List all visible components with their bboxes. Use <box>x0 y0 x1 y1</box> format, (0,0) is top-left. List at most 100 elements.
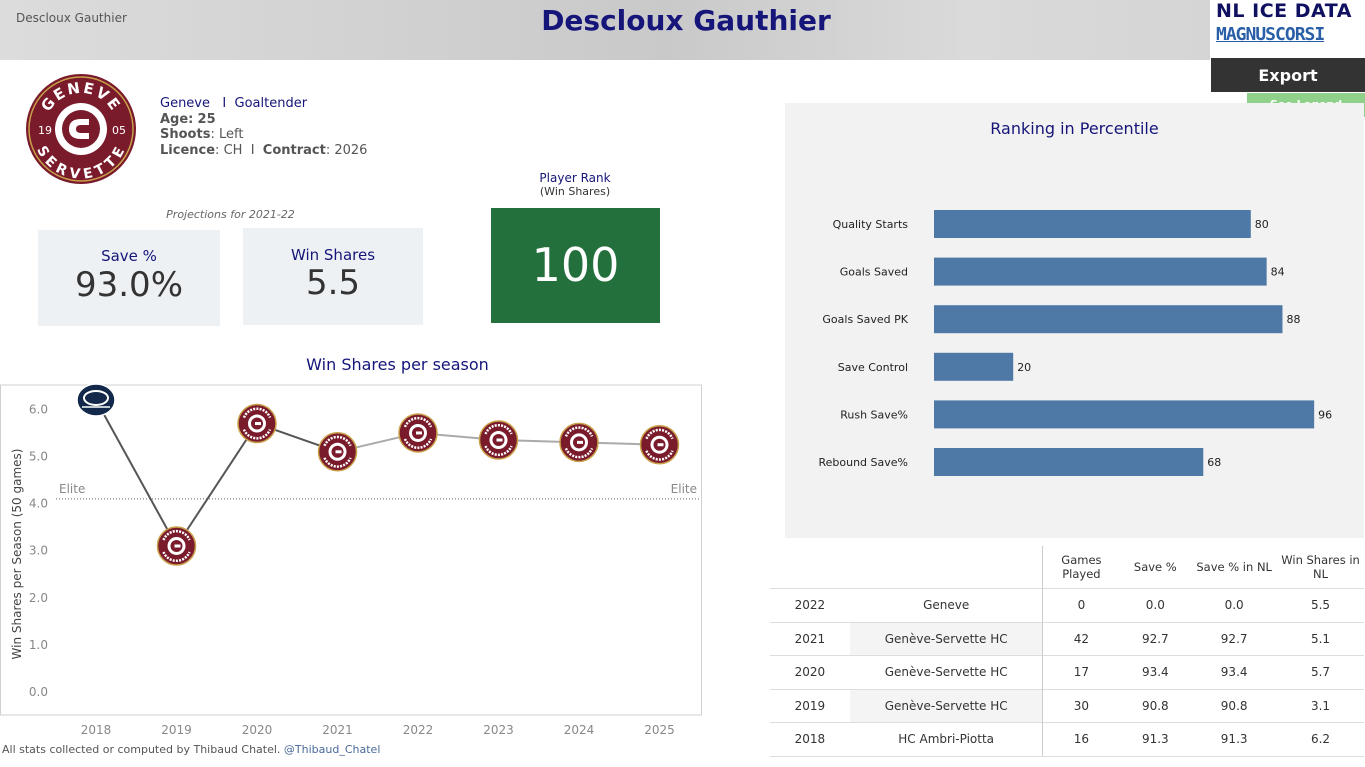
player-age: Age: 25 <box>160 111 216 127</box>
x-tick-label: 2019 <box>161 723 192 737</box>
percentile-bar[interactable] <box>934 305 1283 334</box>
export-button[interactable]: Export <box>1211 58 1365 92</box>
percentile-bar[interactable] <box>934 448 1204 476</box>
player-shoots: Shoots: Left <box>160 127 244 142</box>
player-info: Geneve I Goaltender Age: 25 Shoots: Left… <box>160 96 367 158</box>
y-tick-label: 2.0 <box>29 591 48 605</box>
table-row: 2019 Genève-Servette HC 30 90.8 90.8 3.1 <box>770 688 1364 723</box>
cell-season: 2021 <box>770 621 850 656</box>
bar-value-label: 88 <box>1286 313 1300 326</box>
x-tick-label: 2025 <box>644 723 675 737</box>
geneve-logo-point[interactable] <box>478 420 519 460</box>
cell-season: 2022 <box>770 588 850 622</box>
series-line-segment <box>95 399 178 547</box>
cell-games-played: 30 <box>1042 688 1120 723</box>
header-season <box>770 546 850 589</box>
cell-team: Genève-Servette HC <box>849 621 1043 656</box>
header-banner <box>0 0 1210 60</box>
category-label: Save Control <box>838 361 908 374</box>
win-shares-chart-title: Win Shares per season <box>306 355 489 374</box>
ranking-chart: Quality Starts 80 Goals Saved 84 Goals Saved… <box>818 210 1332 476</box>
elite-label-right: Elite <box>671 482 697 496</box>
bar-value-label: 96 <box>1318 408 1332 421</box>
header-team <box>850 546 1043 589</box>
table-row: 2018 HC Ambri-Piotta 16 91.3 91.3 6.2 <box>770 722 1364 757</box>
cell-win-shares-nl: 5.7 <box>1277 655 1364 689</box>
cell-team: Genève-Servette HC <box>849 688 1043 723</box>
player-rank-value: 100 <box>491 208 660 323</box>
win-shares-label: Win Shares <box>290 246 376 264</box>
geneve-logo-point[interactable] <box>156 526 197 566</box>
cell-games-played: 42 <box>1042 621 1120 656</box>
save-pct-card: Save % 93.0% <box>38 230 220 326</box>
percentile-bar[interactable] <box>934 210 1251 238</box>
win-shares-card: Win Shares 5.5 <box>243 228 423 325</box>
percentile-bar[interactable] <box>934 400 1315 429</box>
cell-win-shares-nl: 6.2 <box>1277 722 1364 757</box>
cell-save-pct: 90.8 <box>1119 688 1192 723</box>
y-tick-label: 4.0 <box>29 497 48 511</box>
player-rank-subtitle: (Win Shares) <box>539 185 611 198</box>
category-label: Goals Saved <box>840 266 908 279</box>
cell-save-pct: 91.3 <box>1119 722 1192 757</box>
geneve-logo-point[interactable] <box>398 413 438 453</box>
category-label: Quality Starts <box>833 218 909 231</box>
team-logo: GENEVE SERVETTE 19 05 <box>26 74 136 184</box>
player-team-position: Geneve I Goaltender <box>160 96 367 112</box>
save-pct-value: 93.0% <box>74 265 183 305</box>
y-tick-label: 5.0 <box>29 450 48 464</box>
cell-season: 2018 <box>770 722 850 757</box>
y-axis-label: Win Shares per Season (50 games) <box>10 449 24 660</box>
header-win-shares-nl: Win Shares in NL <box>1281 553 1360 581</box>
geneve-logo-point[interactable] <box>639 424 680 465</box>
cell-win-shares-nl: 5.1 <box>1277 621 1364 656</box>
geneve-logo-point[interactable] <box>559 422 599 463</box>
cell-save-pct-nl: 91.3 <box>1191 722 1278 757</box>
category-label: Rebound Save% <box>818 456 908 469</box>
player-rank-title: Player Rank <box>539 171 611 185</box>
separator: I <box>222 96 227 111</box>
cell-win-shares-nl: 5.5 <box>1277 588 1364 622</box>
geneve-logo-point[interactable] <box>237 403 277 444</box>
bar-value-label: 84 <box>1271 266 1285 279</box>
cell-season: 2019 <box>770 688 850 723</box>
header-games-played: Games Played <box>1042 546 1120 589</box>
bar-value-label: 80 <box>1255 218 1269 231</box>
cell-save-pct-nl: 0.0 <box>1191 588 1278 622</box>
projections-label: Projections for 2021-22 <box>166 208 295 221</box>
x-tick-label: 2024 <box>564 723 595 737</box>
x-tick-label: 2023 <box>483 723 514 737</box>
cell-team: HC Ambri-Piotta <box>849 722 1043 757</box>
cell-team: Geneve <box>849 588 1043 622</box>
table-header-row: Games Played Save % Save % in NL Win Sha… <box>770 546 1364 589</box>
ranking-chart-title: Ranking in Percentile <box>990 119 1159 138</box>
table-row: 2021 Genève-Servette HC 42 92.7 92.7 5.1 <box>770 621 1364 656</box>
cell-save-pct-nl: 90.8 <box>1191 688 1278 723</box>
cell-team: Genève-Servette HC <box>849 655 1043 689</box>
table-row: 2020 Genève-Servette HC 17 93.4 93.4 5.7 <box>770 655 1364 689</box>
plot-frame <box>0 384 702 716</box>
x-tick-label: 2022 <box>403 723 434 737</box>
percentile-bar[interactable] <box>934 257 1267 286</box>
stats-table: Games Played Save % Save % in NL Win Sha… <box>770 546 1364 757</box>
category-label: Rush Save% <box>840 408 908 421</box>
cell-save-pct: 93.4 <box>1119 655 1192 689</box>
brand-logo-bottom: MAGNUSCORSI <box>1216 24 1325 45</box>
percentile-bar[interactable] <box>934 352 1014 381</box>
y-tick-label: 1.0 <box>29 638 48 652</box>
series-line-segment <box>175 422 258 547</box>
cell-save-pct: 92.7 <box>1119 621 1192 656</box>
ambri-logo-point[interactable] <box>76 383 116 417</box>
category-label: Goals Saved PK <box>822 313 908 326</box>
credit: All stats collected or computed by Thiba… <box>2 743 381 756</box>
cell-save-pct: 0.0 <box>1119 588 1192 622</box>
header-save-pct: Save % <box>1133 560 1177 574</box>
x-tick-label: 2020 <box>242 723 273 737</box>
geneve-logo-point[interactable] <box>317 432 358 472</box>
credit-handle[interactable]: @Thibaud_Chatel <box>283 743 381 756</box>
player-licence-contract: Licence: CH I Contract: 2026 <box>160 142 368 158</box>
y-tick-label: 0.0 <box>29 685 48 699</box>
save-pct-label: Save % <box>101 247 157 265</box>
win-shares-value: 5.5 <box>305 263 361 303</box>
cell-games-played: 16 <box>1042 722 1120 757</box>
